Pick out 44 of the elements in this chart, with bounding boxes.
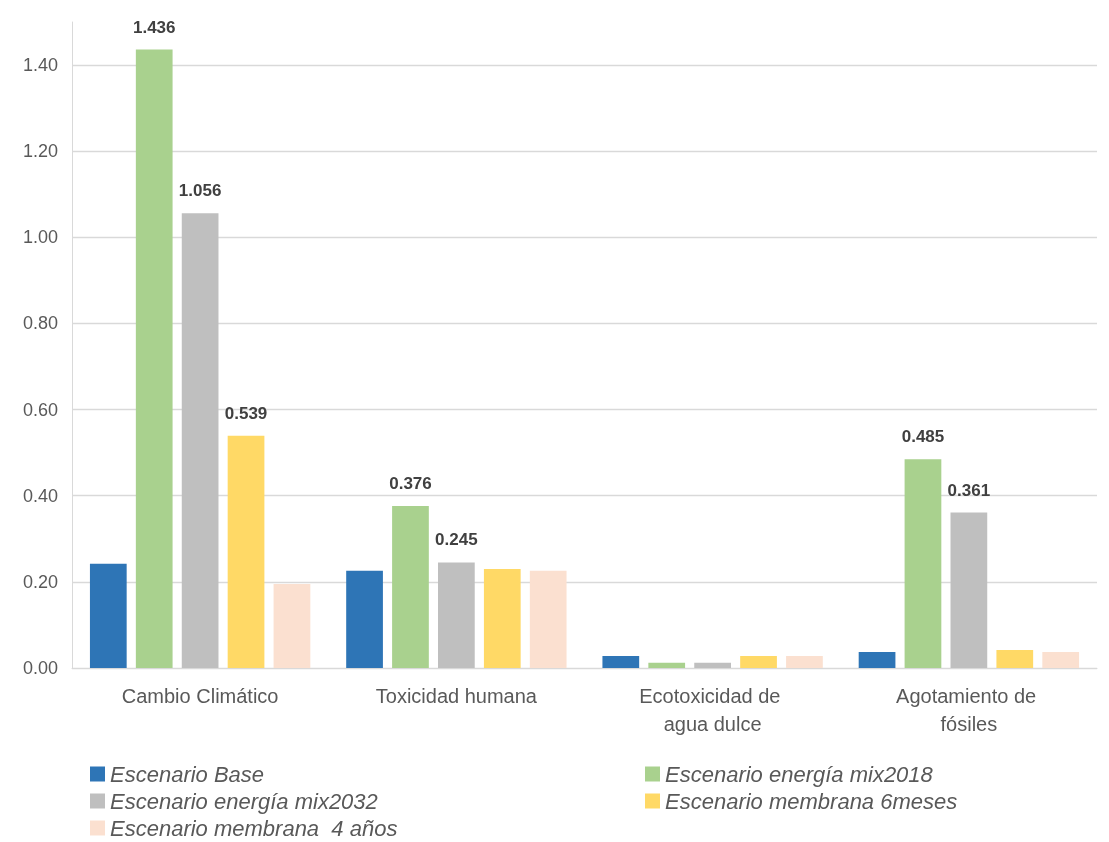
- data-label: 1.436: [132, 17, 176, 37]
- y-tick-label: 0.80: [22, 313, 58, 334]
- bar: [89, 563, 127, 668]
- legend-label: Escenario energía mix2032: [110, 788, 378, 814]
- data-label: 0.245: [435, 530, 478, 550]
- bar: [346, 570, 383, 668]
- bar: [694, 662, 731, 668]
- bar: [529, 570, 567, 668]
- legend-label: Escenario membrana 4 años: [110, 815, 398, 841]
- bar: [273, 584, 311, 668]
- y-tick-label: 1.40: [22, 55, 58, 76]
- data-label: 0.539: [224, 403, 268, 423]
- bar: [740, 655, 777, 668]
- data-label: 0.361: [947, 480, 991, 500]
- bar: [135, 49, 173, 668]
- bar: [1042, 652, 1080, 668]
- legend-label: Escenario Base: [110, 761, 265, 787]
- x-tick-label: Ecotoxicidad de agua dulce: [639, 685, 787, 735]
- bar: [392, 506, 429, 668]
- legend-label: Escenario energía mix2018: [665, 761, 934, 787]
- y-tick-label: 0.00: [22, 658, 58, 678]
- bar: [227, 435, 265, 668]
- bar: [904, 459, 942, 668]
- y-tick-label: 0.20: [22, 571, 58, 592]
- bar: [438, 562, 475, 668]
- bar: [181, 213, 219, 668]
- bar: [602, 655, 640, 668]
- bar: [483, 568, 521, 668]
- data-label: 0.376: [389, 474, 432, 494]
- x-tick-label: Cambio Climático: [121, 685, 279, 707]
- bar: [858, 652, 896, 668]
- x-tick-label: Agotamiento de fósiles: [896, 685, 1042, 735]
- data-label: 1.056: [178, 181, 222, 201]
- bar: [786, 655, 823, 668]
- y-tick-label: 1.00: [22, 227, 58, 248]
- y-tick-label: 0.60: [22, 399, 58, 420]
- y-tick-label: 1.20: [22, 141, 58, 162]
- bar: [996, 649, 1034, 668]
- data-label: 0.485: [901, 427, 945, 447]
- x-tick-label: Toxicidad humana: [375, 685, 538, 707]
- bar: [648, 662, 686, 668]
- y-tick-label: 0.40: [22, 485, 58, 506]
- bar: [950, 512, 988, 668]
- legend-label: Escenario membrana 6meses: [665, 788, 958, 814]
